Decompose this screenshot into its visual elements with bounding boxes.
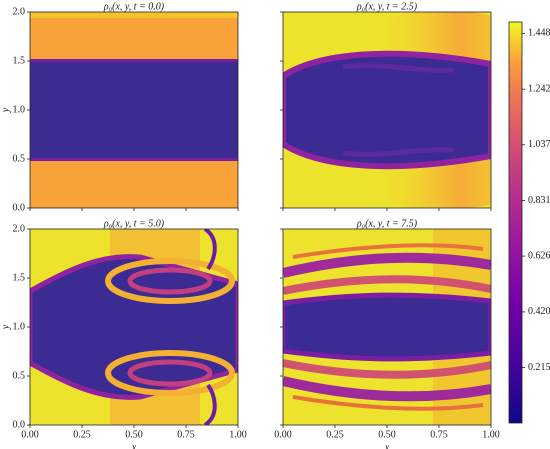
x-tick-label: 1.00 [482, 429, 500, 440]
x-tick-label: 0.25 [73, 429, 91, 440]
x-tick-label: 0.25 [326, 429, 344, 440]
x-axis-label: x [131, 442, 137, 449]
heatmap [30, 229, 238, 425]
y-tick-label: 1.5 [13, 272, 26, 283]
x-tick-label: 0.50 [125, 429, 143, 440]
colorbar [509, 22, 522, 423]
heatmap [283, 12, 491, 208]
y-tick-label: 2.0 [13, 6, 26, 17]
panel: ρ₀(x, y, t = 7.5) 0.00 0.25 0.50 0.75 1.00 x [274, 218, 500, 449]
x-tick-label: 0.50 [378, 429, 396, 440]
panel-title: ρ₀(x, y, t = 0.0) [103, 1, 165, 12]
colorbar-tick-label: 1.242 [528, 83, 550, 94]
heatmap [30, 12, 238, 208]
y-tick-label: 0.5 [13, 153, 26, 164]
panel: ρ₀(x, y, t = 5.0) 0.00 0.25 0.50 0.75 1.00 0.0… [0, 218, 246, 449]
y-tick-label: 1.5 [13, 55, 26, 66]
panel-title: ρ₀(x, y, t = 5.0) [103, 218, 165, 229]
y-tick-label: 0.0 [13, 202, 26, 213]
heatmap [283, 229, 491, 425]
y-tick-label: 1.0 [13, 104, 26, 115]
panel: ρ₀(x, y, t = 0.0) 0.0 0.5 1.0 1.5 2.0 y [0, 1, 239, 213]
x-axis-label: x [384, 442, 390, 449]
colorbar-frame [508, 21, 523, 424]
x-tick-label: 0.00 [21, 429, 39, 440]
colorbar-tick-label: 1.448 [528, 28, 550, 39]
colorbar-tick-label: 0.215 [528, 362, 550, 373]
x-tick-label: 1.00 [229, 429, 247, 440]
y-tick-label: 0.0 [13, 419, 26, 430]
colorbar-tick-label: 1.037 [528, 139, 550, 150]
y-tick-label: 0.5 [13, 370, 26, 381]
y-tick-label: 1.0 [13, 321, 26, 332]
panel-title: ρ₀(x, y, t = 7.5) [356, 218, 418, 229]
colorbar-tick-label: 0.831 [528, 195, 550, 206]
colorbar-tick-label: 0.626 [528, 250, 550, 261]
y-axis-label: y [0, 107, 11, 113]
y-axis-label: y [0, 324, 11, 330]
panel: ρ₀(x, y, t = 2.5) [280, 1, 492, 211]
colorbar-tick-label: 0.420 [528, 306, 550, 317]
x-tick-label: 0.00 [274, 429, 292, 440]
x-tick-label: 0.75 [177, 429, 195, 440]
y-tick-label: 2.0 [13, 223, 26, 234]
x-tick-label: 0.75 [430, 429, 448, 440]
panel-title: ρ₀(x, y, t = 2.5) [356, 1, 418, 12]
